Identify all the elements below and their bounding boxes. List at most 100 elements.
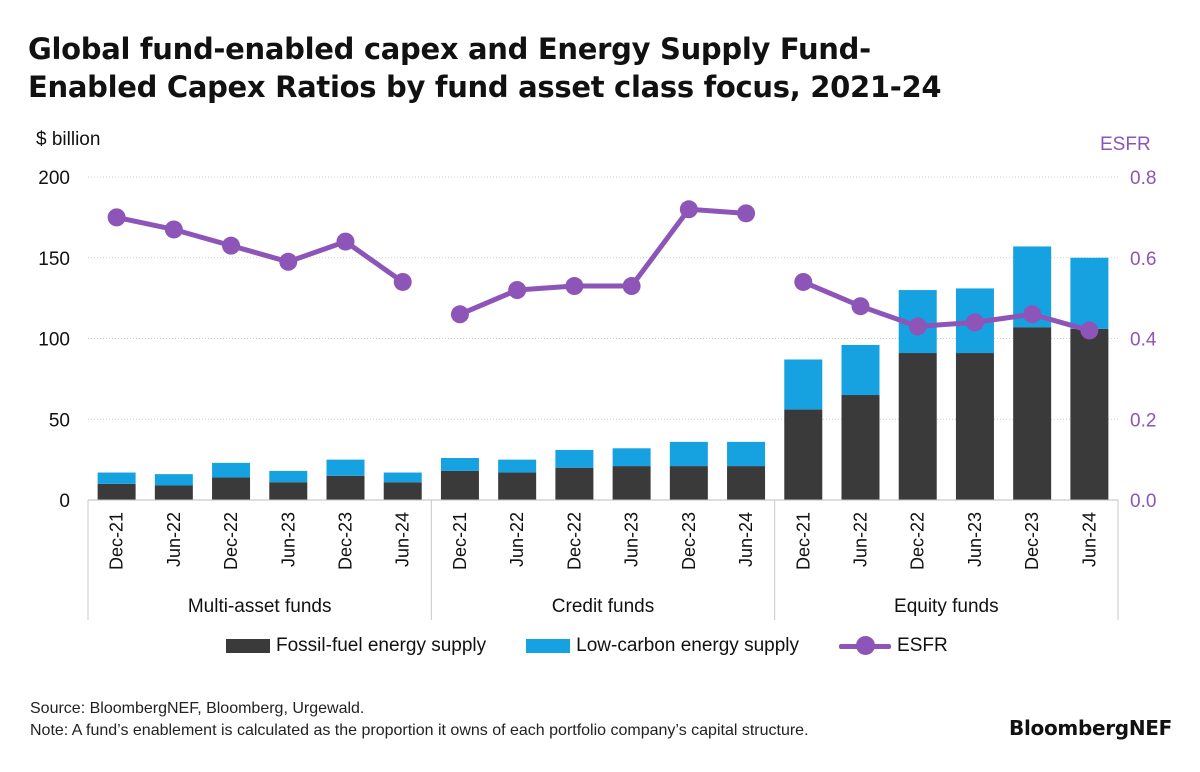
- x-tick-label: Dec-23: [336, 512, 356, 570]
- x-tick-label: Jun-24: [736, 512, 756, 567]
- bar-fossil: [1070, 328, 1109, 500]
- bar-low-carbon: [669, 441, 708, 467]
- group-label: Multi-asset funds: [188, 596, 332, 617]
- axes-layer: 0 50 100 150 200 0.0 0.2 0.4 0.6 0.8 Dec-21 Jun-22 D…: [38, 168, 1157, 620]
- x-tick-label: Jun-22: [164, 512, 184, 567]
- legend-label-esfr: ESFR: [897, 635, 948, 656]
- esfr-point: [222, 236, 241, 255]
- x-tick-label: Jun-22: [851, 512, 871, 567]
- group-label: Equity funds: [894, 596, 999, 617]
- bar-low-carbon: [440, 458, 479, 471]
- group-label: Credit funds: [552, 596, 654, 617]
- legend-swatch-esfr: [839, 636, 892, 656]
- x-tick-label: Dec-22: [221, 512, 241, 570]
- esfr-layer: [107, 200, 1099, 340]
- esfr-point: [450, 305, 469, 324]
- bar-fossil: [1013, 327, 1052, 500]
- y-left-axis-label: $ billion: [36, 129, 100, 150]
- bar-low-carbon: [383, 472, 422, 483]
- legend-item-low-carbon: Low-carbon energy supply: [526, 635, 799, 657]
- note-text: Note: A fund’s enablement is calculated …: [30, 722, 809, 739]
- x-tick-label: Jun-23: [622, 512, 642, 567]
- y-right-tick-label: 0.8: [1130, 168, 1156, 189]
- bar-fossil: [269, 482, 308, 500]
- y-right-axis-label: ESFR: [1100, 134, 1151, 155]
- legend: Fossil-fuel energy supply Low-carbon ene…: [226, 632, 988, 660]
- bar-low-carbon: [1070, 257, 1109, 329]
- x-tick-label: Dec-21: [450, 512, 470, 570]
- esfr-line: [114, 214, 406, 285]
- esfr-line: [457, 206, 749, 317]
- y-right-tick-label: 0.2: [1130, 410, 1156, 431]
- y-left-tick-label: 0: [59, 491, 70, 512]
- bar-fossil: [612, 466, 651, 500]
- y-left-tick-label: 50: [49, 410, 70, 431]
- bar-fossil: [669, 466, 708, 500]
- bar-fossil: [841, 395, 880, 500]
- esfr-point: [336, 232, 355, 251]
- bar-low-carbon: [555, 449, 594, 468]
- y-right-tick-label: 0.6: [1130, 249, 1156, 270]
- legend-item-fossil: Fossil-fuel energy supply: [226, 635, 486, 657]
- esfr-point: [508, 281, 527, 300]
- bar-fossil: [727, 466, 766, 500]
- bar-low-carbon: [612, 448, 651, 467]
- bar-low-carbon: [326, 459, 365, 476]
- bar-fossil: [383, 482, 422, 500]
- esfr-line: [800, 279, 1092, 333]
- esfr-point: [737, 204, 756, 223]
- chart-svg: 0 50 100 150 200 0.0 0.2 0.4 0.6 0.8 Dec-21 Jun-22 D…: [36, 129, 1157, 620]
- legend-swatch-low-carbon: [526, 639, 571, 653]
- gridlines: [88, 176, 1118, 420]
- esfr-point: [279, 252, 298, 271]
- bar-low-carbon: [841, 344, 880, 396]
- x-tick-label: Dec-23: [1022, 512, 1042, 570]
- bar-low-carbon: [784, 359, 823, 410]
- x-tick-label: Jun-24: [393, 512, 413, 567]
- bar-fossil: [97, 483, 136, 500]
- bar-low-carbon: [269, 470, 308, 483]
- legend-label-low-carbon: Low-carbon energy supply: [576, 635, 800, 656]
- esfr-point: [107, 208, 126, 227]
- x-tick-label: Dec-23: [679, 512, 699, 570]
- source-text: Source: BloombergNEF, Bloomberg, Urgewal…: [30, 700, 365, 717]
- y-left-tick-label: 200: [38, 168, 70, 189]
- bar-fossil: [440, 470, 479, 500]
- bar-fossil: [784, 409, 823, 500]
- esfr-point: [1023, 305, 1042, 324]
- esfr-point: [622, 277, 641, 296]
- esfr-point: [679, 200, 698, 219]
- x-tick-label: Dec-22: [908, 512, 928, 570]
- bar-fossil: [326, 475, 365, 500]
- x-tick-label: Dec-22: [564, 512, 584, 570]
- chart-title: Global fund-enabled capex and Energy Sup…: [28, 30, 1028, 106]
- bar-low-carbon: [727, 441, 766, 467]
- y-left-tick-label: 150: [38, 249, 70, 270]
- chart-title-line-2: Enabled Capex Ratios by fund asset class…: [28, 70, 942, 104]
- esfr-point: [794, 272, 813, 291]
- y-right-tick-label: 0.4: [1130, 330, 1157, 351]
- esfr-point: [393, 272, 412, 291]
- esfr-point: [908, 317, 927, 336]
- esfr-point: [565, 277, 584, 296]
- bar-fossil: [212, 477, 251, 500]
- legend-item-esfr: ESFR: [839, 635, 948, 657]
- bar-fossil: [498, 472, 537, 500]
- bar-low-carbon: [212, 462, 251, 478]
- bars-layer: [97, 246, 1109, 500]
- esfr-point: [965, 313, 984, 332]
- y-right-tick-label: 0.0: [1130, 491, 1156, 512]
- x-tick-label: Jun-23: [278, 512, 298, 567]
- esfr-point: [164, 220, 183, 239]
- footer: Source: BloombergNEF, Bloomberg, Urgewal…: [30, 698, 809, 742]
- bar-fossil: [955, 353, 994, 500]
- bar-fossil: [555, 467, 594, 500]
- bar-low-carbon: [97, 472, 136, 484]
- bar-low-carbon: [154, 474, 193, 486]
- esfr-point: [851, 297, 870, 316]
- chart-title-line-1: Global fund-enabled capex and Energy Sup…: [28, 32, 871, 66]
- brand-logo-text: BloombergNEF: [1009, 716, 1172, 740]
- legend-swatch-fossil: [226, 639, 270, 653]
- bar-fossil: [154, 485, 193, 500]
- legend-label-fossil: Fossil-fuel energy supply: [276, 635, 487, 656]
